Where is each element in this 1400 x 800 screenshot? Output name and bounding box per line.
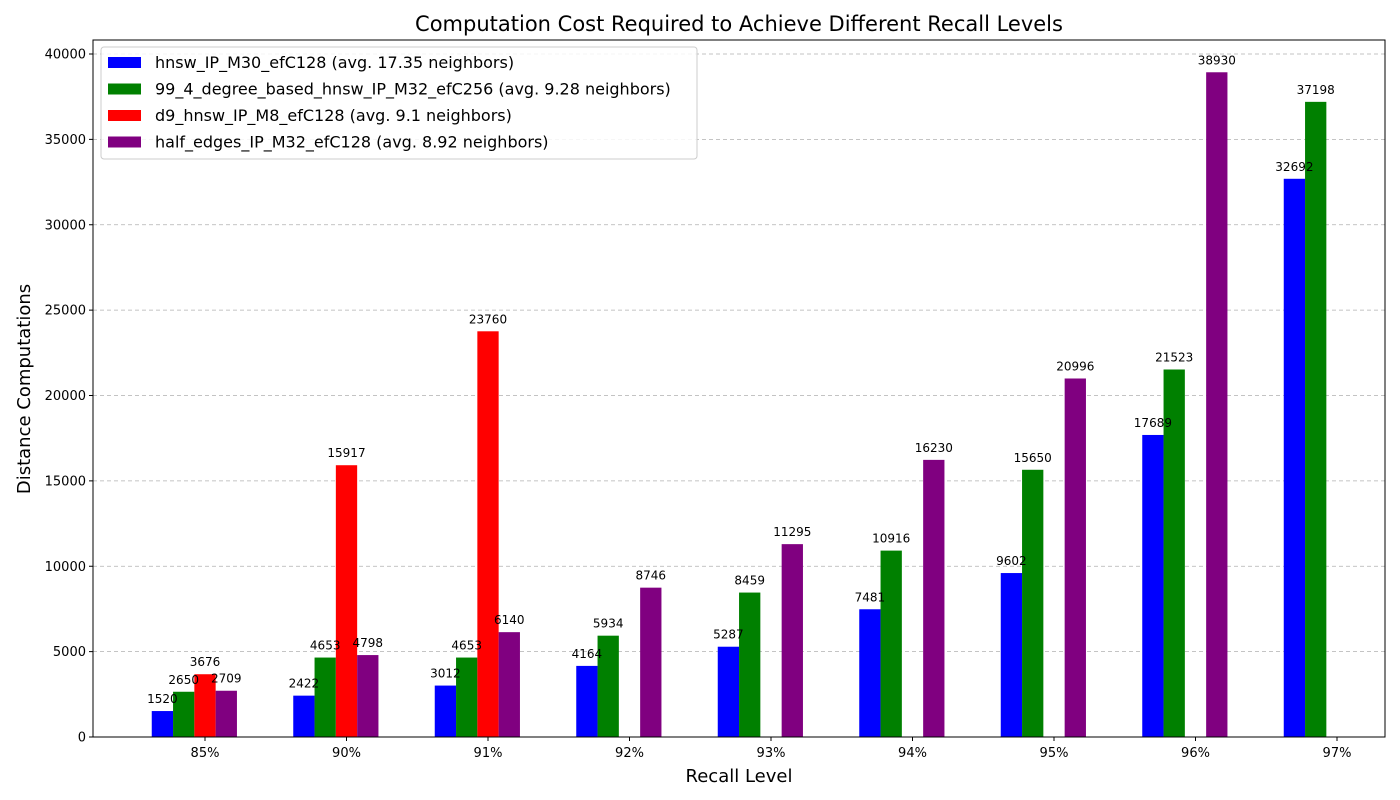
bar-0-3 <box>576 665 598 737</box>
bar-0-5 <box>859 609 881 737</box>
data-label: 2422 <box>289 677 320 691</box>
data-label: 9602 <box>996 554 1027 568</box>
bar-1-7 <box>1163 369 1185 737</box>
data-label: 1520 <box>147 692 178 706</box>
bar-3-1 <box>357 655 379 737</box>
legend-entry: 99_4_degree_based_hnsw_IP_M32_efC256 (av… <box>155 80 671 100</box>
bar-0-2 <box>434 685 457 737</box>
data-label: 2709 <box>211 672 242 686</box>
data-label: 20996 <box>1056 359 1094 373</box>
y-tick-label: 35000 <box>45 133 86 148</box>
x-tick-label: 93% <box>757 746 786 761</box>
bar-3-6 <box>1064 378 1086 737</box>
x-tick-label: 91% <box>474 746 503 761</box>
bar-2-2 <box>477 331 499 737</box>
legend-swatch <box>108 110 141 121</box>
data-label: 16230 <box>915 441 953 455</box>
data-label: 38930 <box>1198 53 1236 67</box>
bar-3-3 <box>640 587 662 737</box>
data-label: 6140 <box>494 613 525 627</box>
legend-swatch <box>108 136 141 148</box>
legend-swatch <box>108 57 141 68</box>
legend-entry: half_edges_IP_M32_efC128 (avg. 8.92 neig… <box>155 133 549 153</box>
data-label: 3676 <box>190 655 221 669</box>
bar-0-6 <box>1000 573 1023 737</box>
bar-3-4 <box>781 544 803 737</box>
legend-swatch <box>108 83 141 95</box>
data-label: 15917 <box>327 446 365 460</box>
y-tick-label: 10000 <box>45 560 86 575</box>
bar-3-0 <box>215 690 237 737</box>
data-label: 8746 <box>636 569 667 583</box>
x-tick-label: 85% <box>191 746 220 761</box>
data-label: 7481 <box>855 590 886 604</box>
y-tick-label: 20000 <box>45 389 86 404</box>
data-label: 21523 <box>1155 350 1193 364</box>
data-label: 2650 <box>168 673 199 687</box>
y-tick-label: 5000 <box>53 645 86 660</box>
x-tick-label: 92% <box>615 746 644 761</box>
bar-1-6 <box>1022 469 1044 737</box>
x-tick-label: 94% <box>898 746 927 761</box>
bar-1-3 <box>597 635 619 737</box>
data-label: 5287 <box>713 628 744 642</box>
chart-title: Computation Cost Required to Achieve Dif… <box>415 12 1063 36</box>
y-tick-label: 30000 <box>45 218 86 233</box>
bar-0-1 <box>293 695 315 737</box>
y-tick-label: 25000 <box>45 304 86 319</box>
data-label: 3012 <box>430 667 461 681</box>
data-label: 17689 <box>1134 416 1172 430</box>
data-label: 10916 <box>872 532 910 546</box>
bar-1-8 <box>1305 101 1327 737</box>
bar-1-0 <box>173 691 195 737</box>
bar-0-4 <box>717 646 740 737</box>
data-label: 5934 <box>593 617 624 631</box>
x-axis-label: Recall Level <box>686 766 793 787</box>
bar-0-7 <box>1142 434 1164 737</box>
y-axis-label: Distance Computations <box>14 284 35 494</box>
bar-2-1 <box>335 465 358 737</box>
x-tick-label: 97% <box>1323 746 1352 761</box>
y-tick-label: 15000 <box>45 474 86 489</box>
legend <box>100 46 698 160</box>
bar-1-4 <box>739 592 761 737</box>
data-label: 4653 <box>310 639 341 653</box>
data-label: 8459 <box>734 574 765 588</box>
bar-0-0 <box>151 711 174 737</box>
x-tick-label: 90% <box>332 746 361 761</box>
data-label: 15650 <box>1014 451 1052 465</box>
bar-1-5 <box>880 550 902 737</box>
data-label: 37198 <box>1297 83 1335 97</box>
data-label: 23760 <box>469 312 507 326</box>
x-tick-label: 95% <box>1040 746 1069 761</box>
bar-1-1 <box>314 657 336 737</box>
bar-2-0 <box>194 674 216 737</box>
bar-3-5 <box>923 459 945 737</box>
data-label: 4798 <box>353 636 384 650</box>
legend-entry: d9_hnsw_IP_M8_efC128 (avg. 9.1 neighbors… <box>155 106 512 126</box>
data-label: 4164 <box>572 647 603 661</box>
data-label: 4653 <box>451 639 482 653</box>
bar-3-7 <box>1206 72 1228 738</box>
data-label: 32692 <box>1275 160 1313 174</box>
bar-3-2 <box>498 632 520 737</box>
bar-1-2 <box>456 657 478 737</box>
y-tick-label: 0 <box>78 731 86 746</box>
plot-frame <box>92 39 1386 738</box>
y-tick-label: 40000 <box>45 48 86 63</box>
data-label: 11295 <box>773 525 811 539</box>
bar-0-8 <box>1283 178 1306 738</box>
x-tick-label: 96% <box>1181 746 1210 761</box>
legend-entry: hnsw_IP_M30_efC128 (avg. 17.35 neighbors… <box>155 53 514 73</box>
